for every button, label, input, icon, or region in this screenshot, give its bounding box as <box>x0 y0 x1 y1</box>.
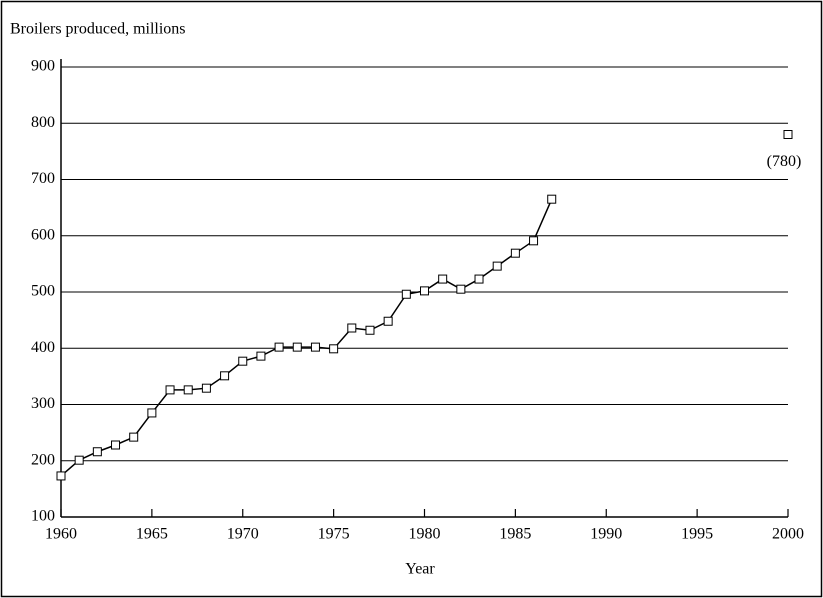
data-point <box>92 447 102 457</box>
chart-title: Broilers produced, millions <box>10 21 186 38</box>
data-point <box>183 385 193 395</box>
y-tick-label: 900 <box>31 58 55 75</box>
projection-label: (780) <box>767 153 802 170</box>
data-point <box>547 194 557 204</box>
x-tick-label: 1990 <box>590 526 622 543</box>
data-point <box>529 236 539 246</box>
data-point <box>256 351 266 361</box>
data-point <box>201 383 211 393</box>
x-tick-label: 2000 <box>772 526 804 543</box>
y-tick-label: 200 <box>31 451 55 468</box>
y-tick-label: 600 <box>31 226 55 243</box>
data-point <box>165 385 175 395</box>
y-tick-label: 700 <box>31 170 55 187</box>
data-point <box>56 471 66 481</box>
data-point <box>365 325 375 335</box>
x-tick-label: 1995 <box>681 526 713 543</box>
y-tick-label: 800 <box>31 114 55 131</box>
data-point <box>220 371 230 381</box>
data-point <box>274 342 284 352</box>
y-tick-label: 400 <box>31 339 55 356</box>
y-tick-label: 100 <box>31 508 55 525</box>
y-tick-label: 500 <box>31 283 55 300</box>
data-point <box>129 432 139 442</box>
data-point <box>111 440 121 450</box>
data-point <box>238 356 248 366</box>
projection-point <box>783 130 793 139</box>
x-tick-label: 1965 <box>136 526 168 543</box>
data-point <box>456 284 466 294</box>
data-point <box>420 286 429 296</box>
data-point <box>401 289 411 299</box>
x-tick-label: 1975 <box>318 526 350 543</box>
data-point <box>147 408 157 418</box>
x-tick-label: 1985 <box>499 526 531 543</box>
x-tick-label: 1960 <box>45 526 77 543</box>
data-point <box>292 342 302 352</box>
data-point <box>510 248 520 258</box>
data-point <box>474 274 484 284</box>
data-line <box>60 198 553 477</box>
data-point <box>383 316 393 326</box>
data-point <box>492 261 502 271</box>
y-tick-label: 300 <box>31 395 55 412</box>
x-tick-label: 1980 <box>409 526 441 543</box>
data-point <box>347 323 357 333</box>
data-point <box>329 344 339 354</box>
data-point <box>310 342 320 352</box>
data-point <box>438 274 448 284</box>
x-tick-label: 1970 <box>227 526 259 543</box>
x-axis-label: Year <box>405 561 435 578</box>
data-point <box>74 455 84 465</box>
